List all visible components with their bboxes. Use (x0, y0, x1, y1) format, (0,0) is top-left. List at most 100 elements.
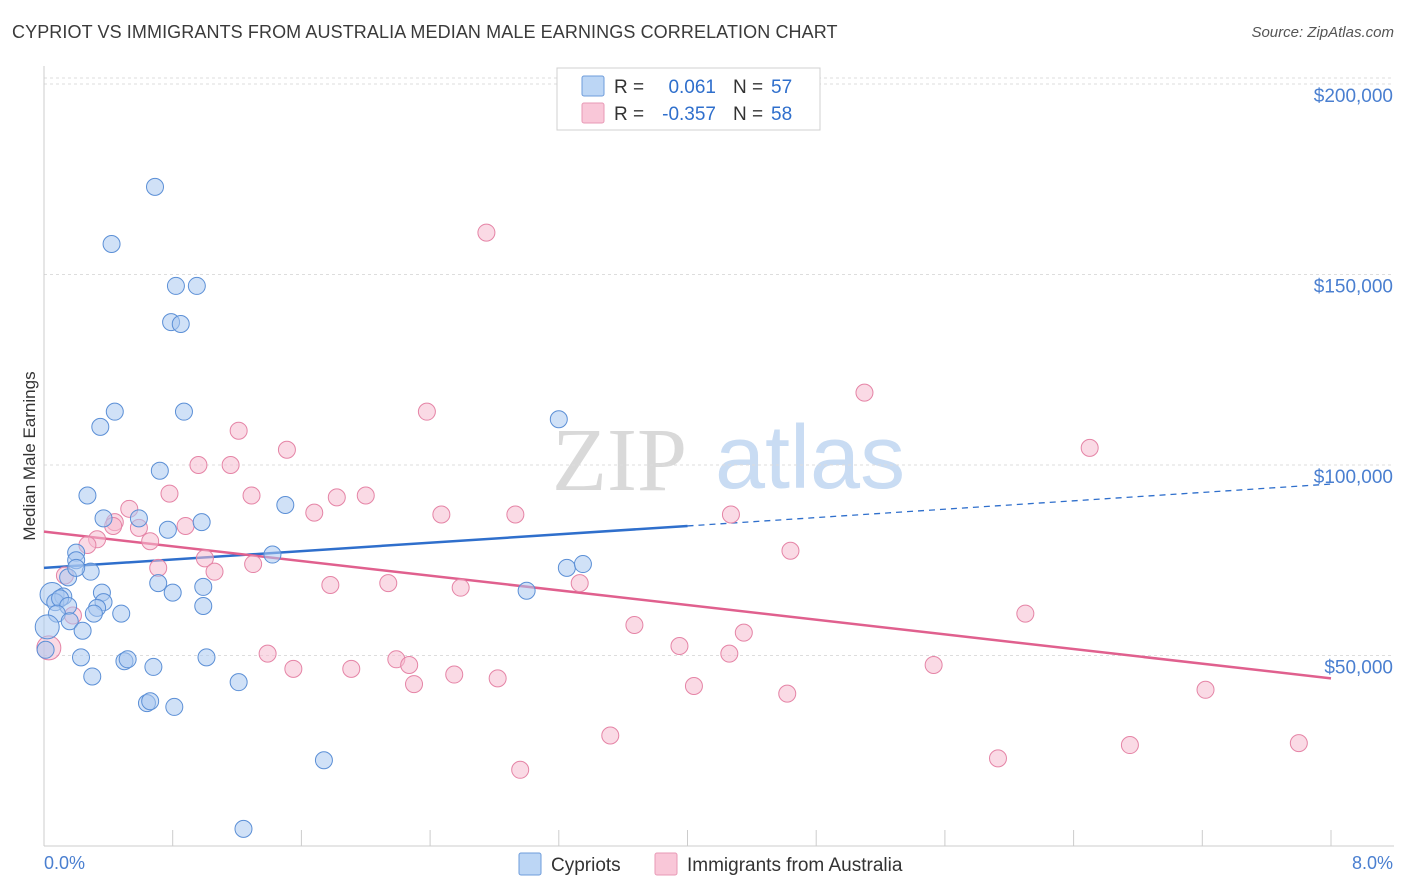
trend-lines (43, 483, 1332, 680)
point-immigrants-from-australia (781, 541, 800, 560)
point-immigrants-from-australia (1016, 604, 1035, 623)
point-cypriots (141, 692, 160, 711)
point-immigrants-from-australia (149, 558, 168, 577)
point-cypriots (67, 558, 86, 577)
point-immigrants-from-australia (189, 456, 208, 474)
stats-r-label-1: R = (614, 77, 644, 98)
point-cypriots (314, 751, 333, 770)
point-cypriots (194, 577, 213, 596)
stats-n-label-1: N = (733, 77, 763, 98)
point-cypriots (517, 581, 536, 600)
point-immigrants-from-australia (356, 486, 375, 505)
point-cypriots (158, 520, 177, 539)
point-immigrants-from-australia (160, 484, 179, 503)
point-immigrants-from-australia (321, 576, 340, 595)
point-cypriots (197, 648, 216, 667)
point-cypriots (166, 276, 185, 295)
point-cypriots (34, 614, 60, 640)
point-cypriots (91, 417, 110, 436)
point-cypriots (557, 558, 576, 577)
point-immigrants-from-australia (141, 532, 160, 551)
point-cypriots (73, 621, 92, 640)
point-cypriots (94, 509, 113, 528)
point-immigrants-from-australia (342, 659, 361, 678)
point-immigrants-from-australia (242, 486, 261, 505)
point-cypriots (150, 461, 169, 480)
point-immigrants-from-australia (195, 549, 214, 568)
point-immigrants-from-australia (205, 562, 224, 581)
chart-title: CYPRIOT VS IMMIGRANTS FROM AUSTRALIA MED… (12, 22, 838, 42)
point-immigrants-from-australia (258, 644, 277, 663)
point-immigrants-from-australia (417, 402, 436, 421)
point-immigrants-from-australia (506, 505, 525, 524)
point-cypriots (174, 402, 193, 421)
point-cypriots (60, 612, 79, 631)
point-immigrants-from-australia (400, 656, 419, 675)
y-axis-label: Median Male Earnings (20, 371, 39, 540)
point-immigrants-from-australia (684, 676, 703, 695)
y-tick-label: $100,000 (1314, 467, 1393, 488)
point-cypriots (149, 574, 168, 593)
legend-swatch-cypriots (518, 852, 542, 876)
point-cypriots (83, 667, 102, 686)
point-immigrants-from-australia (221, 456, 240, 474)
point-immigrants-from-australia (432, 505, 451, 524)
point-cypriots (192, 513, 211, 532)
point-cypriots (36, 640, 55, 659)
point-immigrants-from-australia (1196, 680, 1215, 699)
point-cypriots (276, 496, 295, 515)
y-tick-label: $200,000 (1314, 86, 1393, 107)
stats-legend-swatch-blue (581, 75, 605, 97)
point-immigrants-from-australia (988, 749, 1007, 768)
point-immigrants-from-australia (277, 440, 296, 459)
point-immigrants-from-australia (176, 516, 195, 535)
point-immigrants-from-australia (379, 574, 398, 593)
point-immigrants-from-australia (778, 684, 797, 703)
stats-legend-swatch-pink (581, 102, 605, 124)
point-immigrants-from-australia (511, 760, 530, 779)
point-immigrants-from-australia (488, 669, 507, 688)
y-tick-label: $150,000 (1314, 277, 1393, 298)
point-immigrants-from-australia (720, 644, 739, 663)
point-cypriots (263, 545, 282, 564)
watermark: ZIP atlas (552, 408, 905, 510)
axes: $50,000 $100,000 $150,000 $200,000 0.0% 8.0% (43, 66, 1394, 873)
point-cypriots (78, 486, 97, 505)
point-cypriots (129, 509, 148, 528)
point-cypriots (165, 697, 184, 716)
point-cypriots (549, 410, 568, 429)
series-cypriots (34, 177, 592, 838)
point-immigrants-from-australia (477, 223, 496, 242)
point-immigrants-from-australia (601, 726, 620, 745)
point-immigrants-from-australia (924, 656, 943, 675)
point-immigrants-from-australia (721, 505, 740, 524)
point-cypriots (84, 604, 103, 623)
stats-n-value-1: 57 (771, 77, 792, 98)
stats-n-value-2: 58 (771, 104, 792, 125)
legend-label-immigrants-from-australia: Immigrants from Australia (687, 855, 903, 876)
point-immigrants-from-australia (451, 578, 470, 597)
point-cypriots (573, 555, 592, 574)
point-cypriots (171, 315, 190, 334)
point-cypriots (146, 177, 165, 196)
legend-label-cypriots: Cypriots (551, 855, 621, 876)
point-cypriots (194, 596, 213, 615)
point-cypriots (118, 650, 137, 669)
point-cypriots (72, 648, 91, 667)
watermark-atlas: atlas (715, 408, 905, 508)
trend-line-immigrants-from-australia (43, 530, 1332, 680)
chart-source: Source: ZipAtlas.com (1251, 24, 1394, 41)
point-immigrants-from-australia (855, 383, 874, 402)
point-immigrants-from-australia (1080, 438, 1099, 457)
point-immigrants-from-australia (327, 488, 346, 507)
trend-line-cypriots (43, 524, 688, 570)
point-immigrants-from-australia (1120, 736, 1139, 755)
point-cypriots (112, 604, 131, 623)
point-immigrants-from-australia (405, 675, 424, 694)
stats-n-label-2: N = (733, 104, 763, 125)
point-cypriots (105, 402, 124, 421)
point-cypriots (229, 673, 248, 692)
stats-legend: R = 0.061 N = 57 R = -0.357 N = 58 (556, 67, 821, 131)
point-immigrants-from-australia (734, 623, 753, 642)
